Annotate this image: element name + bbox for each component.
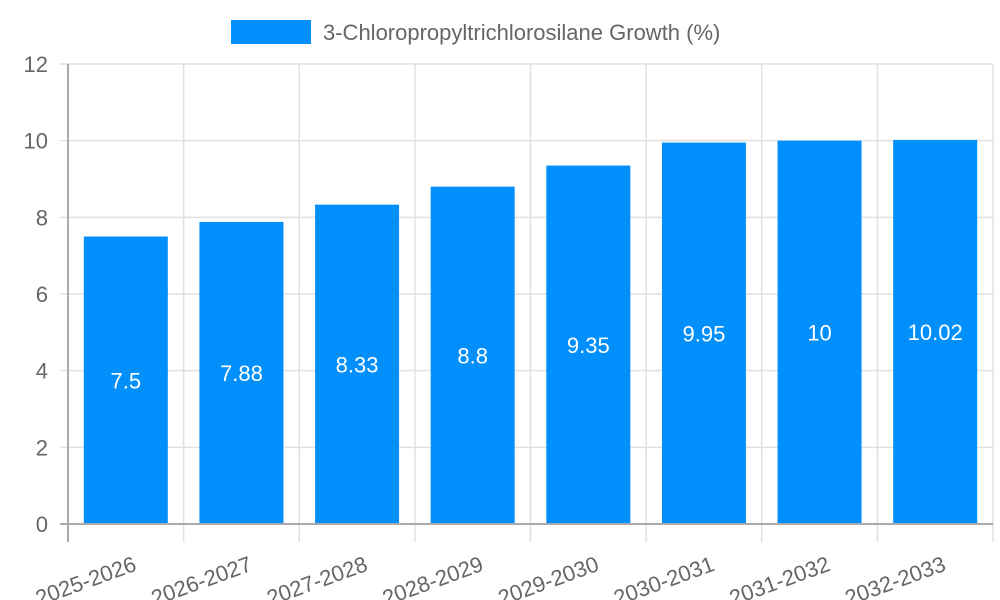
legend-label: 3-Chloropropyltrichlorosilane Growth (%) xyxy=(323,20,720,45)
y-tick-label: 2 xyxy=(36,435,48,460)
bar[interactable] xyxy=(661,142,746,525)
chart-legend[interactable]: 3-Chloropropyltrichlorosilane Growth (%) xyxy=(231,20,720,45)
data-label: 9.35 xyxy=(567,333,610,358)
bar-group[interactable]: 10 xyxy=(777,140,862,524)
data-label: 10.02 xyxy=(908,320,963,345)
bar-group[interactable]: 8.8 xyxy=(430,186,515,524)
bar-group[interactable]: 7.5 xyxy=(83,236,168,525)
bar-group[interactable]: 9.35 xyxy=(546,165,631,525)
data-label: 7.88 xyxy=(220,361,263,386)
y-tick-label: 4 xyxy=(36,359,48,384)
y-axis-ticks: 0 2 4 6 8 10 12 xyxy=(24,52,48,537)
x-tick-label: 2025-2026 xyxy=(32,551,139,600)
data-label: 8.8 xyxy=(457,343,488,368)
x-tick-label: 2029-2030 xyxy=(495,551,602,600)
data-label: 7.5 xyxy=(111,368,142,393)
bar[interactable] xyxy=(893,139,978,524)
data-label: 8.33 xyxy=(336,352,379,377)
bar-group[interactable]: 7.88 xyxy=(199,221,284,524)
x-axis-ticks: 2025-2026 2026-2027 2027-2028 2028-2029 2029… xyxy=(32,551,949,600)
bars: 7.5 7.88 8.33 8.8 9.35 9.95 10 10.02 xyxy=(83,139,978,525)
y-tick-label: 6 xyxy=(36,282,48,307)
x-tick-label: 2026-2027 xyxy=(148,551,255,600)
bar-group[interactable]: 10.02 xyxy=(893,139,978,524)
x-tick-label: 2028-2029 xyxy=(379,551,486,600)
y-tick-label: 8 xyxy=(36,205,48,230)
bar[interactable] xyxy=(83,236,168,525)
bar[interactable] xyxy=(546,165,631,525)
x-tick-label: 2031-2032 xyxy=(726,551,833,600)
y-tick-label: 10 xyxy=(24,129,48,154)
x-tick-label: 2027-2028 xyxy=(263,551,370,600)
axes xyxy=(60,64,993,542)
bar-group[interactable]: 8.33 xyxy=(315,204,400,524)
data-label: 9.95 xyxy=(683,321,726,346)
x-tick-label: 2032-2033 xyxy=(841,551,948,600)
bar[interactable] xyxy=(315,204,400,524)
y-tick-label: 12 xyxy=(24,52,48,77)
legend-swatch xyxy=(231,20,311,44)
data-label: 10 xyxy=(807,320,831,345)
bar[interactable] xyxy=(777,140,862,524)
bar[interactable] xyxy=(199,221,284,524)
x-tick-label: 2030-2031 xyxy=(610,551,717,600)
y-tick-label: 0 xyxy=(36,512,48,537)
bar-group[interactable]: 9.95 xyxy=(661,142,746,525)
bar[interactable] xyxy=(430,186,515,524)
